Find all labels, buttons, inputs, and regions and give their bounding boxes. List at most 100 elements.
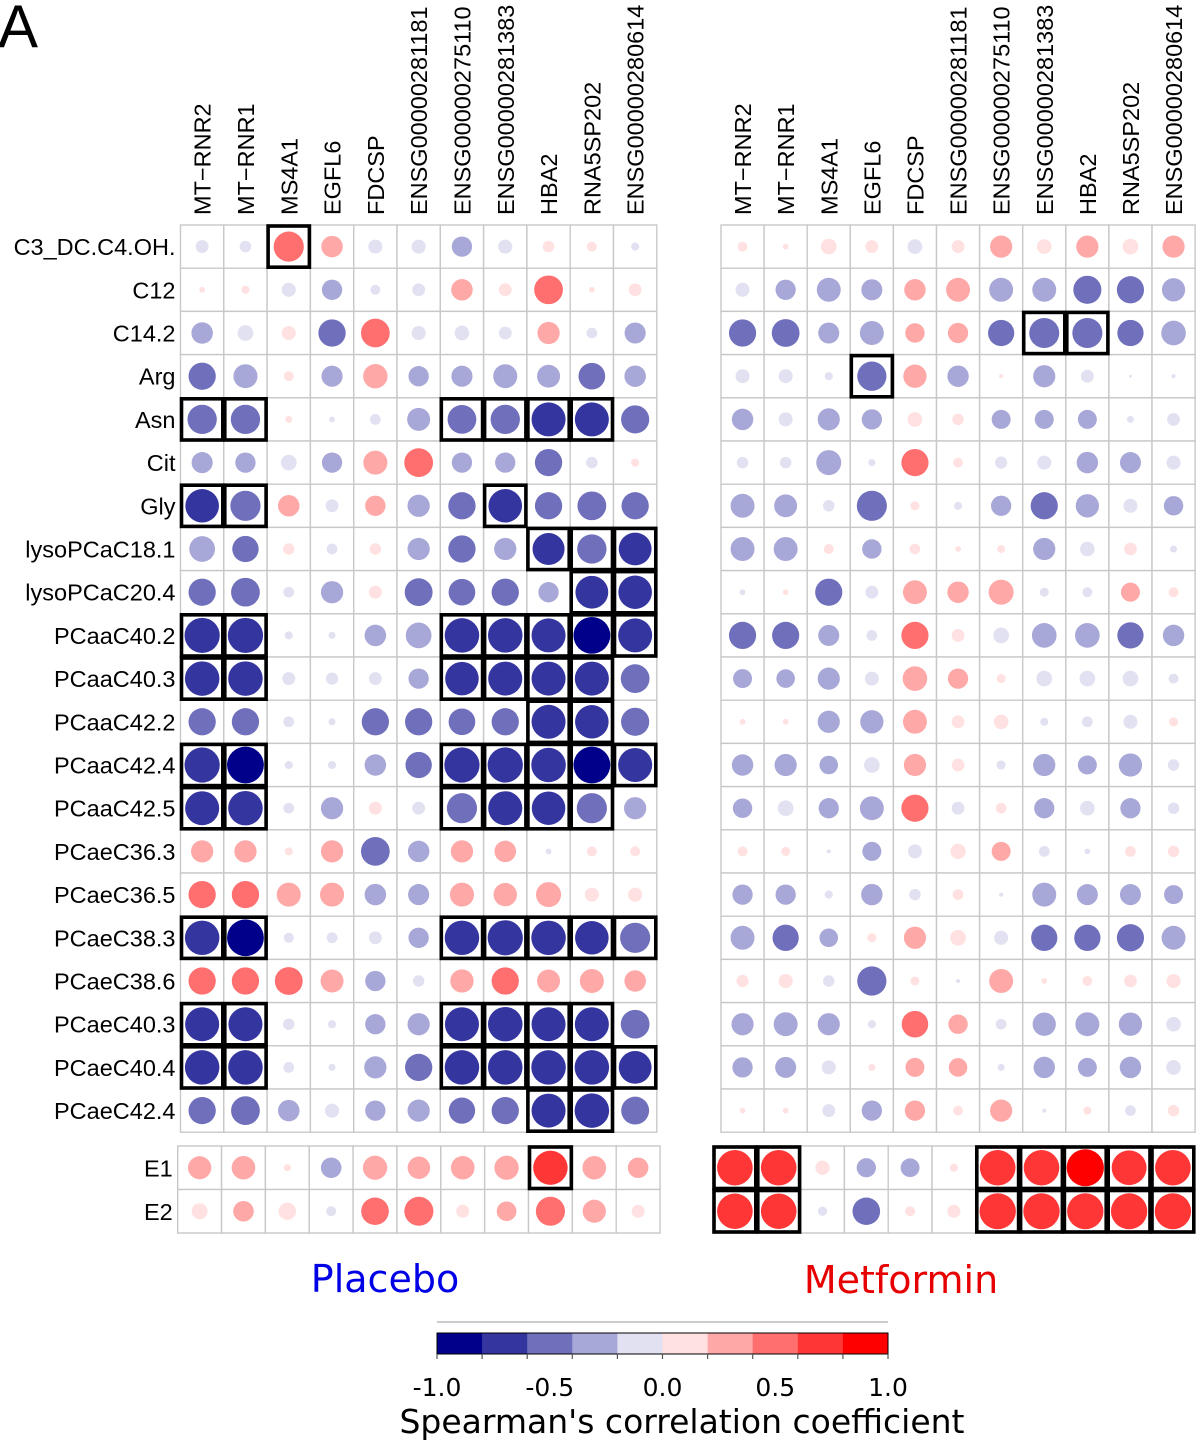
correlation-circle: [1169, 717, 1179, 727]
correlation-circle: [1119, 452, 1141, 474]
correlation-circle: [862, 539, 882, 559]
correlation-circle: [444, 618, 480, 653]
highlight-box: [569, 785, 615, 831]
correlation-circle: [321, 365, 343, 387]
correlation-circle: [318, 319, 346, 347]
correlation-circle: [360, 318, 390, 348]
colorbar-tick-label: -0.5: [525, 1373, 574, 1402]
correlation-circle: [545, 848, 552, 855]
correlation-circle: [370, 284, 381, 295]
highlight-box: [482, 656, 528, 702]
correlation-circle: [1082, 587, 1093, 598]
correlation-circle: [953, 457, 964, 468]
correlation-circle: [904, 279, 926, 301]
grid-cell: [353, 310, 398, 356]
correlation-circle: [491, 967, 519, 995]
correlation-circle: [407, 840, 430, 863]
correlation-circle: [621, 1096, 650, 1125]
correlation-circle: [584, 887, 599, 902]
correlation-circle: [404, 708, 433, 736]
correlation-circle: [451, 279, 473, 301]
correlation-circle: [487, 1006, 523, 1042]
correlation-circle: [732, 884, 753, 905]
correlation-circle: [231, 577, 260, 607]
correlation-circle: [951, 628, 965, 642]
correlation-circle: [191, 452, 213, 474]
extra-correlation-circle: [760, 1150, 797, 1186]
correlation-circle: [1167, 802, 1180, 814]
extra-correlation-circle: [817, 1206, 828, 1216]
highlight-box: [849, 353, 895, 399]
correlation-circle: [1034, 798, 1055, 819]
correlation-circle: [444, 1007, 479, 1042]
correlation-circle: [903, 364, 927, 388]
column-label-mt-rnr2: MT−RNR2: [730, 103, 756, 215]
correlation-circle: [231, 1096, 260, 1125]
correlation-circle: [866, 630, 878, 641]
correlation-circle: [1120, 582, 1140, 602]
correlation-circle: [773, 536, 798, 562]
correlation-circle: [1117, 319, 1144, 347]
correlation-circle: [988, 319, 1015, 347]
extra-correlation-circle: [1023, 1150, 1060, 1186]
correlation-circle: [195, 240, 209, 254]
colorbar-bin: [482, 1333, 528, 1354]
correlation-circle: [731, 754, 754, 776]
correlation-circle: [487, 747, 523, 783]
correlation-circle: [824, 890, 833, 899]
row-label-pcaec36-3: PCaeC36.3: [54, 839, 176, 865]
correlation-circle: [574, 1050, 610, 1085]
correlation-circle: [239, 240, 252, 253]
correlation-circle: [228, 790, 263, 826]
correlation-circle: [276, 882, 301, 907]
highlight-box: [179, 656, 225, 702]
correlation-circle: [363, 364, 388, 389]
correlation-circle: [903, 926, 927, 949]
correlation-circle: [365, 970, 386, 992]
correlation-circle: [282, 672, 296, 686]
correlation-circle: [283, 371, 294, 382]
correlation-circle: [448, 578, 476, 606]
correlation-circle: [732, 1057, 753, 1078]
row-label-arg: Arg: [139, 364, 176, 390]
correlation-circle: [989, 277, 1014, 302]
correlation-circle: [191, 840, 214, 863]
correlation-circle: [1077, 755, 1097, 775]
correlation-circle: [368, 672, 382, 686]
correlation-circle: [782, 1107, 789, 1114]
correlation-circle: [232, 535, 259, 563]
column-label-mt-rnr2: MT−RNR2: [190, 103, 216, 215]
correlation-circle: [739, 718, 746, 725]
grid-cell: [1108, 526, 1153, 572]
correlation-circle: [447, 405, 477, 434]
highlight-box: [482, 1001, 528, 1047]
correlation-circle: [907, 412, 923, 427]
highlight-box: [439, 612, 485, 658]
extra-correlation-circle: [187, 1156, 212, 1180]
correlation-circle: [1042, 1108, 1047, 1113]
correlation-circle: [737, 846, 748, 857]
correlation-circle: [237, 325, 254, 341]
extra-correlation-circle: [1066, 1149, 1104, 1187]
grid-cell: [806, 656, 852, 701]
highlight-box: [439, 1001, 485, 1047]
correlation-circle: [909, 888, 921, 901]
correlation-circle: [577, 534, 607, 564]
colorbar: -1.0 -0.5 0.0 0.5 1.0: [413, 1332, 908, 1402]
correlation-circle: [823, 975, 835, 987]
highlight-box: [1021, 310, 1067, 356]
highlight-box: [439, 915, 485, 961]
correlation-circle: [1033, 365, 1056, 388]
extra-row-label-e1: E1: [144, 1155, 173, 1181]
correlation-circle: [450, 840, 474, 863]
column-label-ensg00000275110: ENSG00000275110: [449, 6, 475, 215]
correlation-circle: [865, 240, 879, 254]
correlation-circle: [775, 279, 796, 300]
correlation-circle: [446, 793, 478, 824]
highlight-box: [612, 526, 658, 572]
correlation-circle: [575, 575, 609, 609]
extra-correlation-circle: [900, 1158, 920, 1178]
panel-title-placebo: Placebo: [311, 1257, 459, 1301]
extra-correlation-circle: [852, 1197, 881, 1225]
correlation-circle: [735, 369, 750, 384]
